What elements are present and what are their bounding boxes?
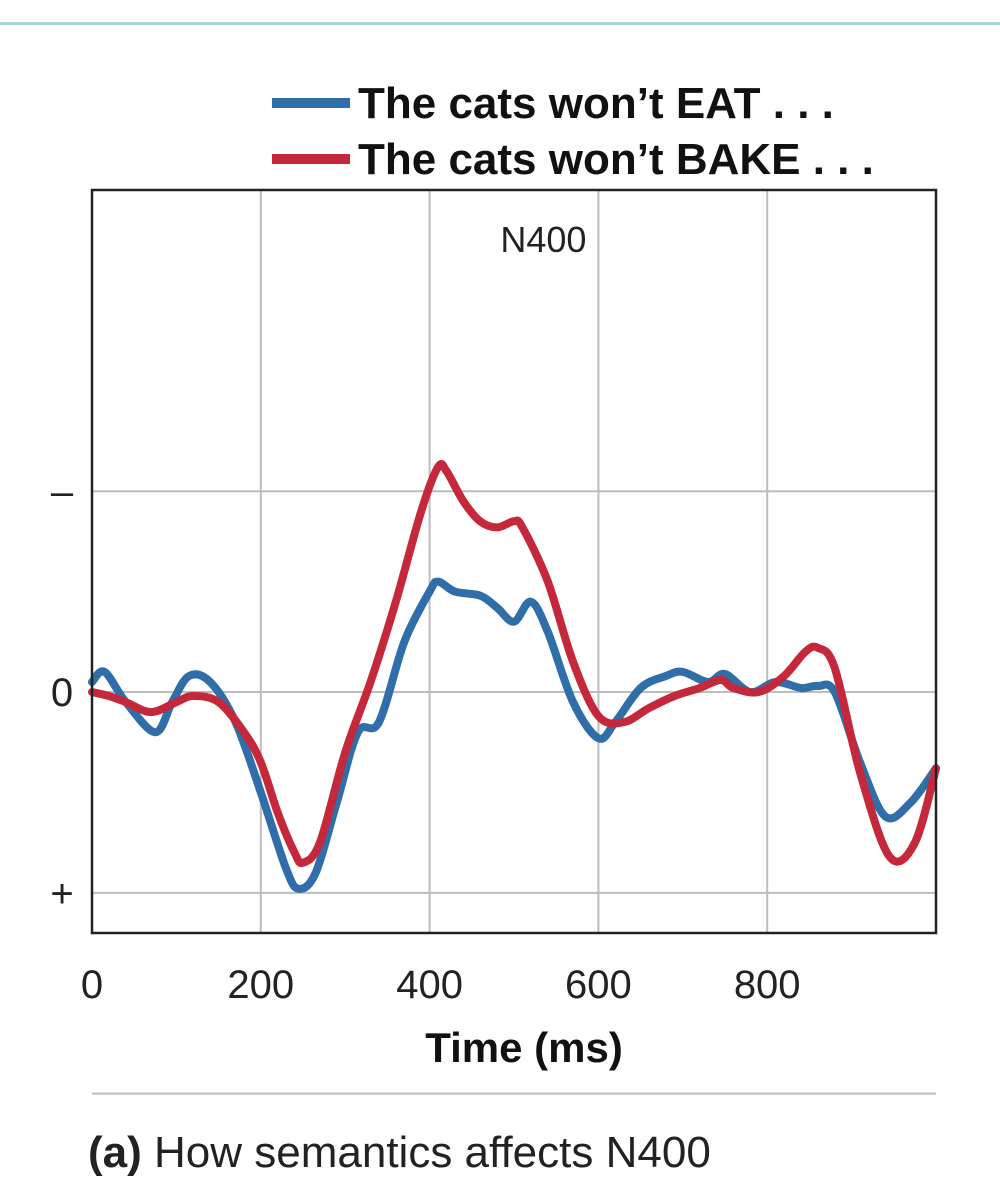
series-line-bake: [88, 459, 940, 868]
grid: [92, 190, 936, 1095]
top-divider: [0, 22, 1000, 25]
plot-frame: [90, 188, 938, 935]
x-tick-label-0: 0: [81, 963, 103, 1007]
x-tick-label-600: 600: [565, 963, 632, 1007]
x-tick-label-200: 200: [227, 963, 294, 1007]
y-tick-label-0: –: [51, 470, 74, 514]
series-group: [88, 459, 940, 893]
annotation-n400: N400: [500, 219, 586, 260]
y-tick-label-2: +: [50, 872, 73, 916]
legend-label-bake: The cats won’t BAKE . . .: [358, 135, 874, 184]
caption-label: (a): [88, 1128, 142, 1177]
x-tick-label-800: 800: [734, 963, 801, 1007]
annotations: N400: [500, 219, 586, 260]
x-tick-label-400: 400: [396, 963, 463, 1007]
y-tick-label-1: 0: [51, 671, 73, 715]
caption-text: How semantics affects N400: [154, 1128, 711, 1177]
tick-labels: 0 200 400 600 800 – 0 +: [50, 470, 800, 1007]
legend: The cats won’t EAT . . . The cats won’t B…: [272, 79, 874, 184]
erp-line-chart: The cats won’t EAT . . . The cats won’t B…: [50, 79, 940, 1095]
x-axis-label: Time (ms): [425, 1024, 623, 1071]
figure-caption: (a) How semantics affects N400: [88, 1128, 711, 1178]
legend-label-eat: The cats won’t EAT . . .: [358, 79, 834, 128]
series-line-eat: [88, 577, 940, 893]
